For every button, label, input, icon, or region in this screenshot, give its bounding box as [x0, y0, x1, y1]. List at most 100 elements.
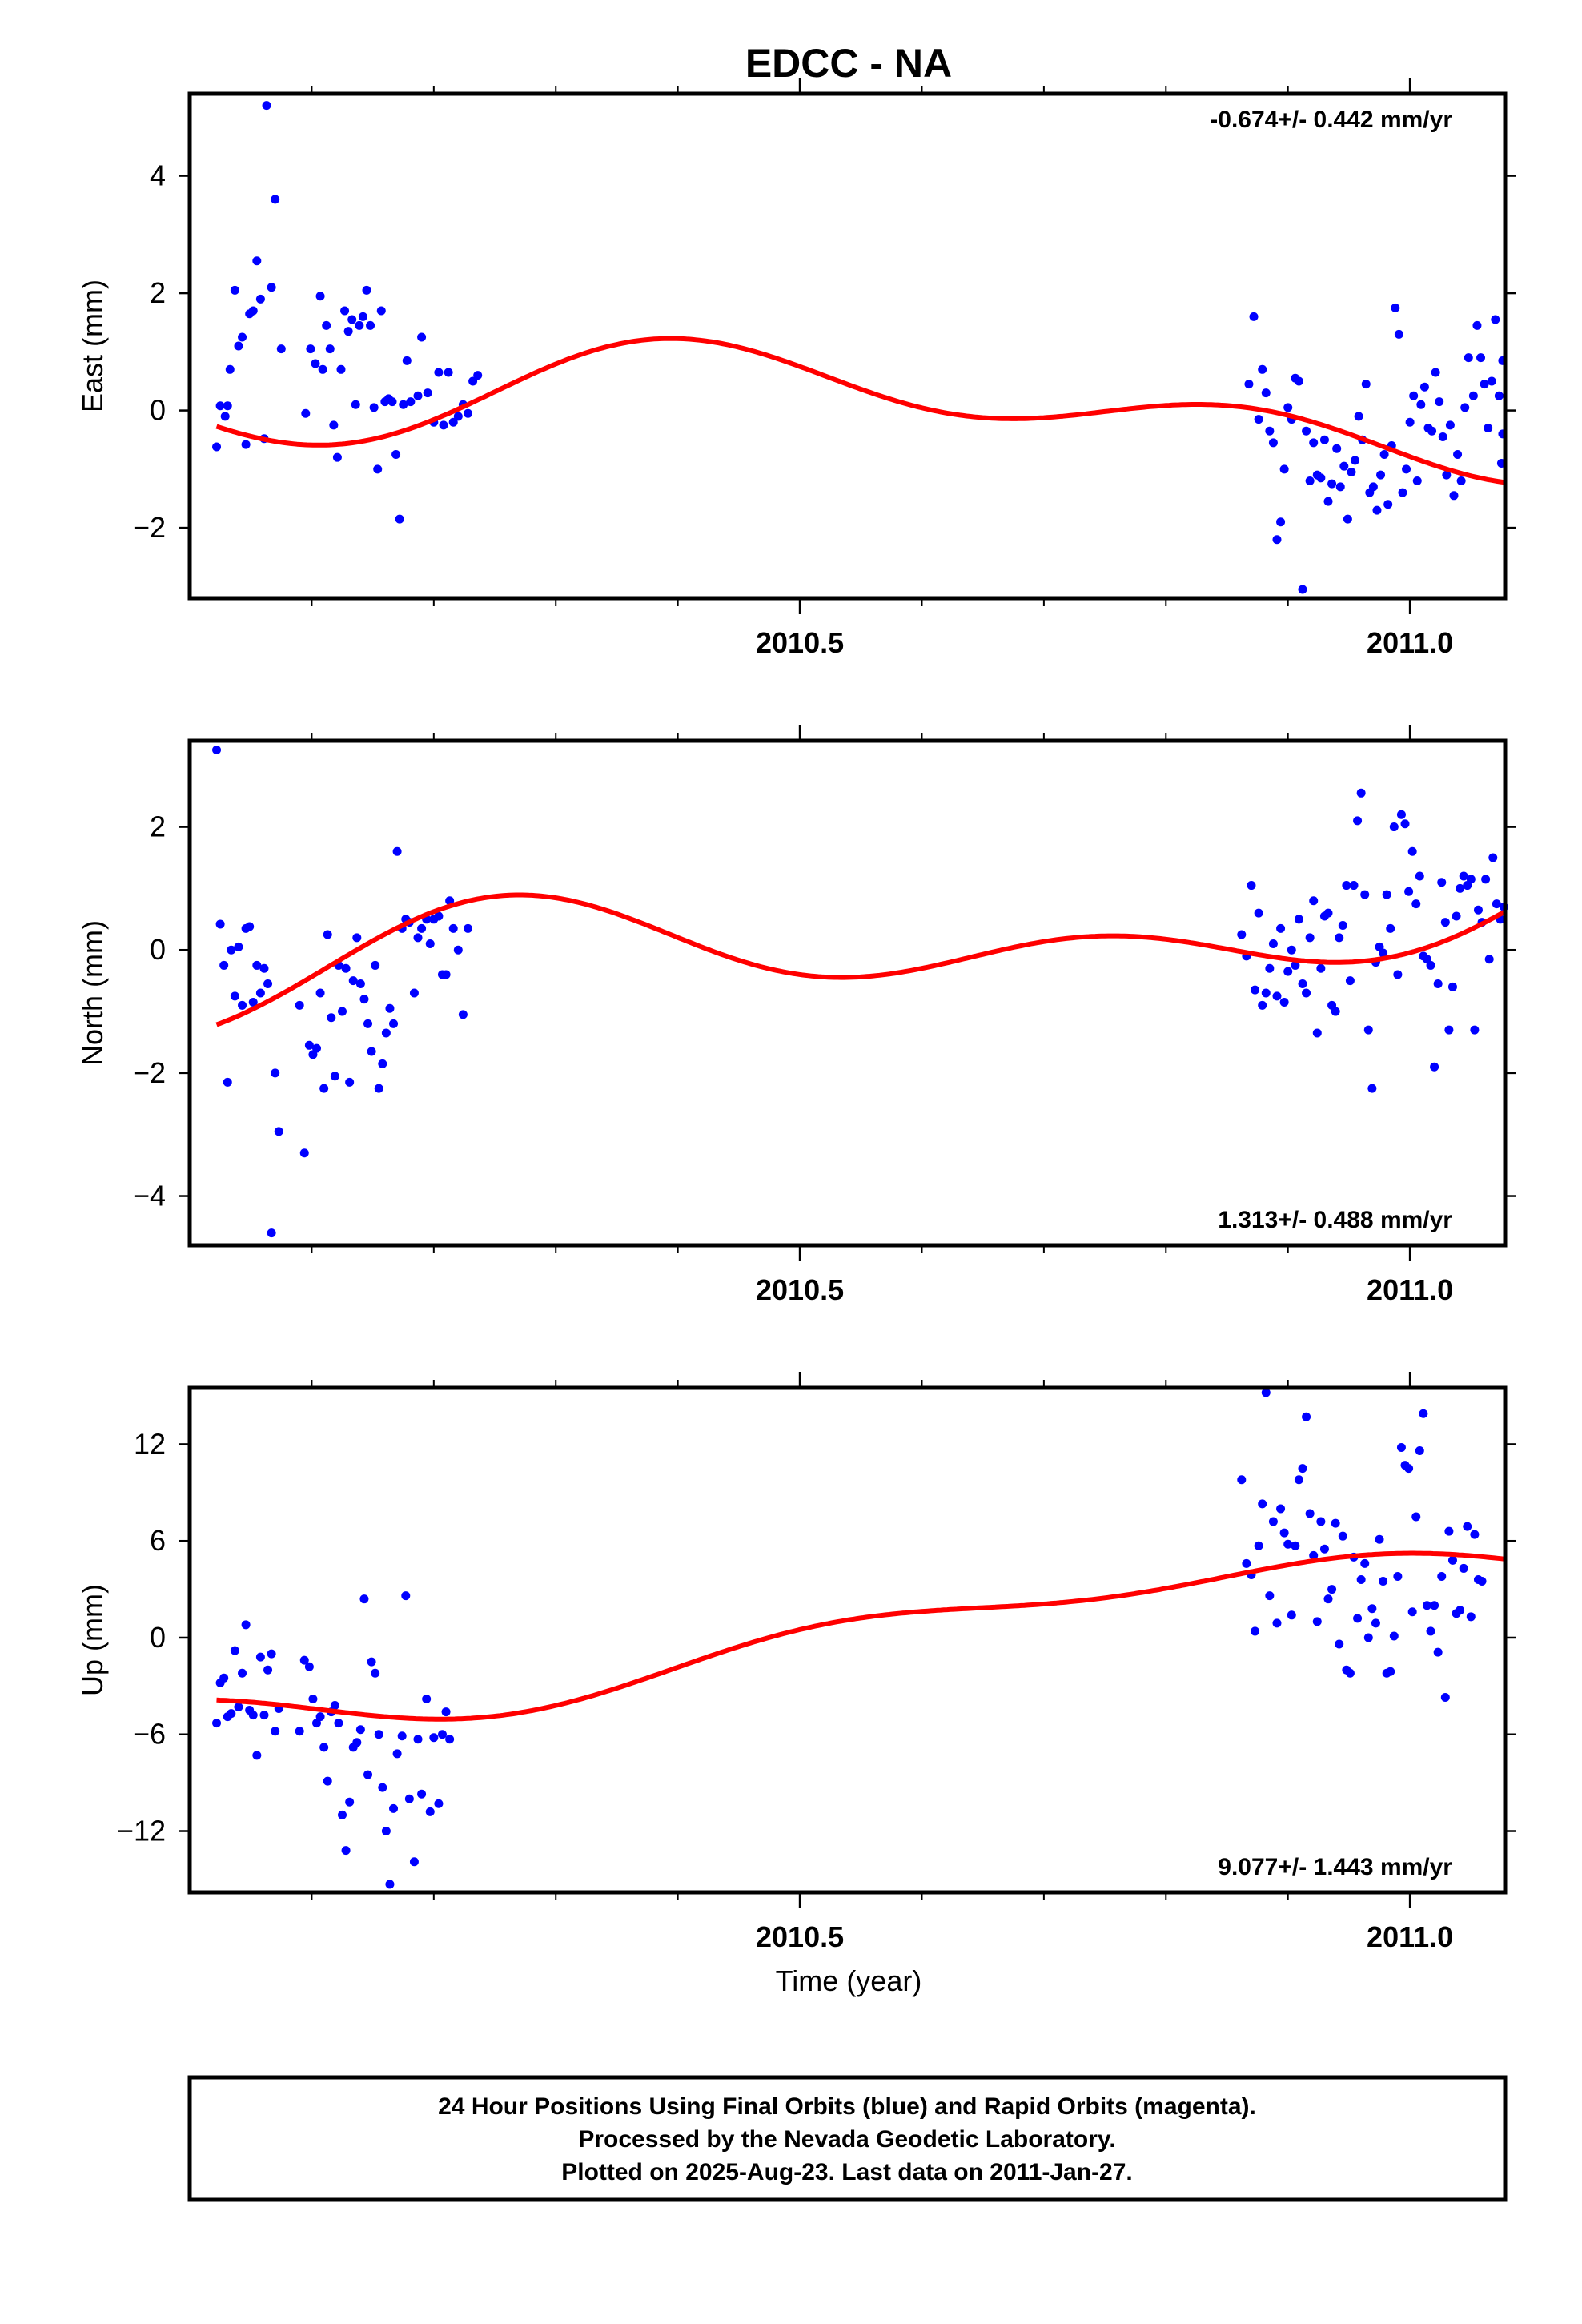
up-data-point — [1363, 1633, 1373, 1642]
north-data-point — [385, 1003, 395, 1013]
north-data-point — [1298, 979, 1307, 988]
north-data-point — [1247, 881, 1256, 891]
east-data-point — [343, 327, 353, 336]
east-data-point — [1339, 461, 1349, 471]
north-data-point — [1237, 930, 1247, 939]
east-plot-frame — [187, 91, 1508, 601]
north-data-point — [1393, 970, 1403, 979]
up-data-point — [1268, 1517, 1278, 1526]
north-data-point — [1268, 939, 1278, 949]
east-data-point — [1445, 420, 1455, 430]
up-y-tick-label: 6 — [150, 1524, 166, 1557]
up-data-point — [312, 1719, 322, 1728]
east-data-point — [1435, 397, 1444, 407]
north-data-point — [312, 1043, 322, 1053]
north-data-point — [1265, 963, 1275, 973]
north-data-point — [315, 988, 325, 998]
north-data-point — [215, 919, 225, 929]
north-data-point — [389, 1019, 399, 1028]
north-y-tick-label: −4 — [133, 1180, 166, 1212]
north-data-point — [1481, 875, 1491, 884]
north-y-axis-label: North (mm) — [76, 920, 109, 1066]
east-data-point — [468, 376, 478, 386]
east-data-point — [220, 412, 230, 421]
east-data-point — [1276, 517, 1286, 527]
north-data-point — [409, 988, 419, 998]
east-data-point — [315, 292, 325, 301]
east-data-point — [325, 344, 335, 354]
north-data-point — [1437, 878, 1447, 887]
up-data-point — [345, 1797, 355, 1807]
north-data-point — [274, 1127, 283, 1136]
east-data-point — [301, 408, 311, 418]
north-data-point — [267, 1228, 276, 1238]
north-data-point — [1335, 933, 1344, 943]
east-data-point — [1354, 412, 1363, 421]
up-data-point — [219, 1673, 229, 1683]
north-data-point — [295, 1000, 304, 1010]
east-y-axis-label: East (mm) — [76, 279, 109, 412]
up-data-point — [1440, 1692, 1450, 1702]
up-data-point — [417, 1789, 427, 1799]
up-data-point — [363, 1770, 373, 1779]
north-data-point — [453, 945, 463, 955]
north-x-tick-label: 2010.5 — [756, 1273, 844, 1306]
north-data-point — [1251, 985, 1260, 995]
east-data-point — [1468, 391, 1478, 400]
east-data-point — [1268, 438, 1278, 448]
east-data-point — [1409, 391, 1419, 400]
up-data-point — [338, 1810, 347, 1819]
up-y-tick-label: −12 — [117, 1815, 166, 1848]
up-data-point — [1463, 1522, 1472, 1531]
north-data-point — [299, 1148, 309, 1158]
east-data-point — [1319, 435, 1329, 444]
up-data-point — [1272, 1618, 1282, 1628]
east-data-point — [1305, 476, 1315, 485]
chart-title: EDCC - NA — [745, 41, 952, 86]
up-data-point — [1261, 1388, 1271, 1397]
north-data-point — [367, 1047, 376, 1056]
east-y-tick-label: 4 — [150, 159, 166, 192]
north-data-point — [227, 945, 236, 955]
up-data-point — [355, 1725, 365, 1735]
east-data-point — [413, 391, 423, 400]
east-data-point — [1480, 380, 1489, 389]
north-data-point — [319, 1084, 329, 1093]
up-x-tick-label: 2011.0 — [1367, 1920, 1453, 1953]
up-data-point — [1294, 1475, 1303, 1485]
east-data-point — [1244, 380, 1254, 389]
east-data-point — [373, 464, 383, 474]
up-data-point — [389, 1803, 399, 1813]
up-data-point — [1327, 1585, 1337, 1594]
east-data-point — [1476, 353, 1486, 363]
north-data-point — [238, 1000, 247, 1010]
east-data-point — [376, 306, 386, 316]
footer-line-2: Processed by the Nevada Geodetic Laborat… — [578, 2126, 1115, 2153]
north-data-point — [378, 1059, 387, 1068]
north-y-tick-label: −2 — [133, 1056, 166, 1089]
up-data-point — [404, 1794, 414, 1803]
east-data-point — [1398, 488, 1407, 497]
north-data-point — [1452, 911, 1461, 921]
up-data-point — [381, 1827, 391, 1836]
east-data-point — [347, 315, 357, 324]
north-data-point — [1426, 960, 1435, 970]
north-data-point — [1276, 923, 1286, 933]
east-data-point — [1347, 468, 1356, 476]
up-data-point — [319, 1743, 329, 1752]
up-data-point — [385, 1880, 395, 1889]
up-y-axis-label: Up (mm) — [76, 1584, 109, 1696]
east-data-point — [1258, 364, 1267, 374]
east-data-point — [473, 371, 483, 380]
east-data-point — [1309, 438, 1319, 448]
east-data-point — [225, 364, 235, 374]
up-data-point — [1444, 1526, 1454, 1536]
up-data-point — [1393, 1571, 1403, 1581]
east-data-point — [340, 306, 350, 316]
north-data-point — [359, 995, 369, 1004]
north-data-point — [355, 979, 365, 988]
north-data-point — [1440, 918, 1450, 927]
north-data-point — [1291, 960, 1300, 970]
east-data-point — [1327, 479, 1337, 489]
east-data-point — [1376, 470, 1386, 480]
